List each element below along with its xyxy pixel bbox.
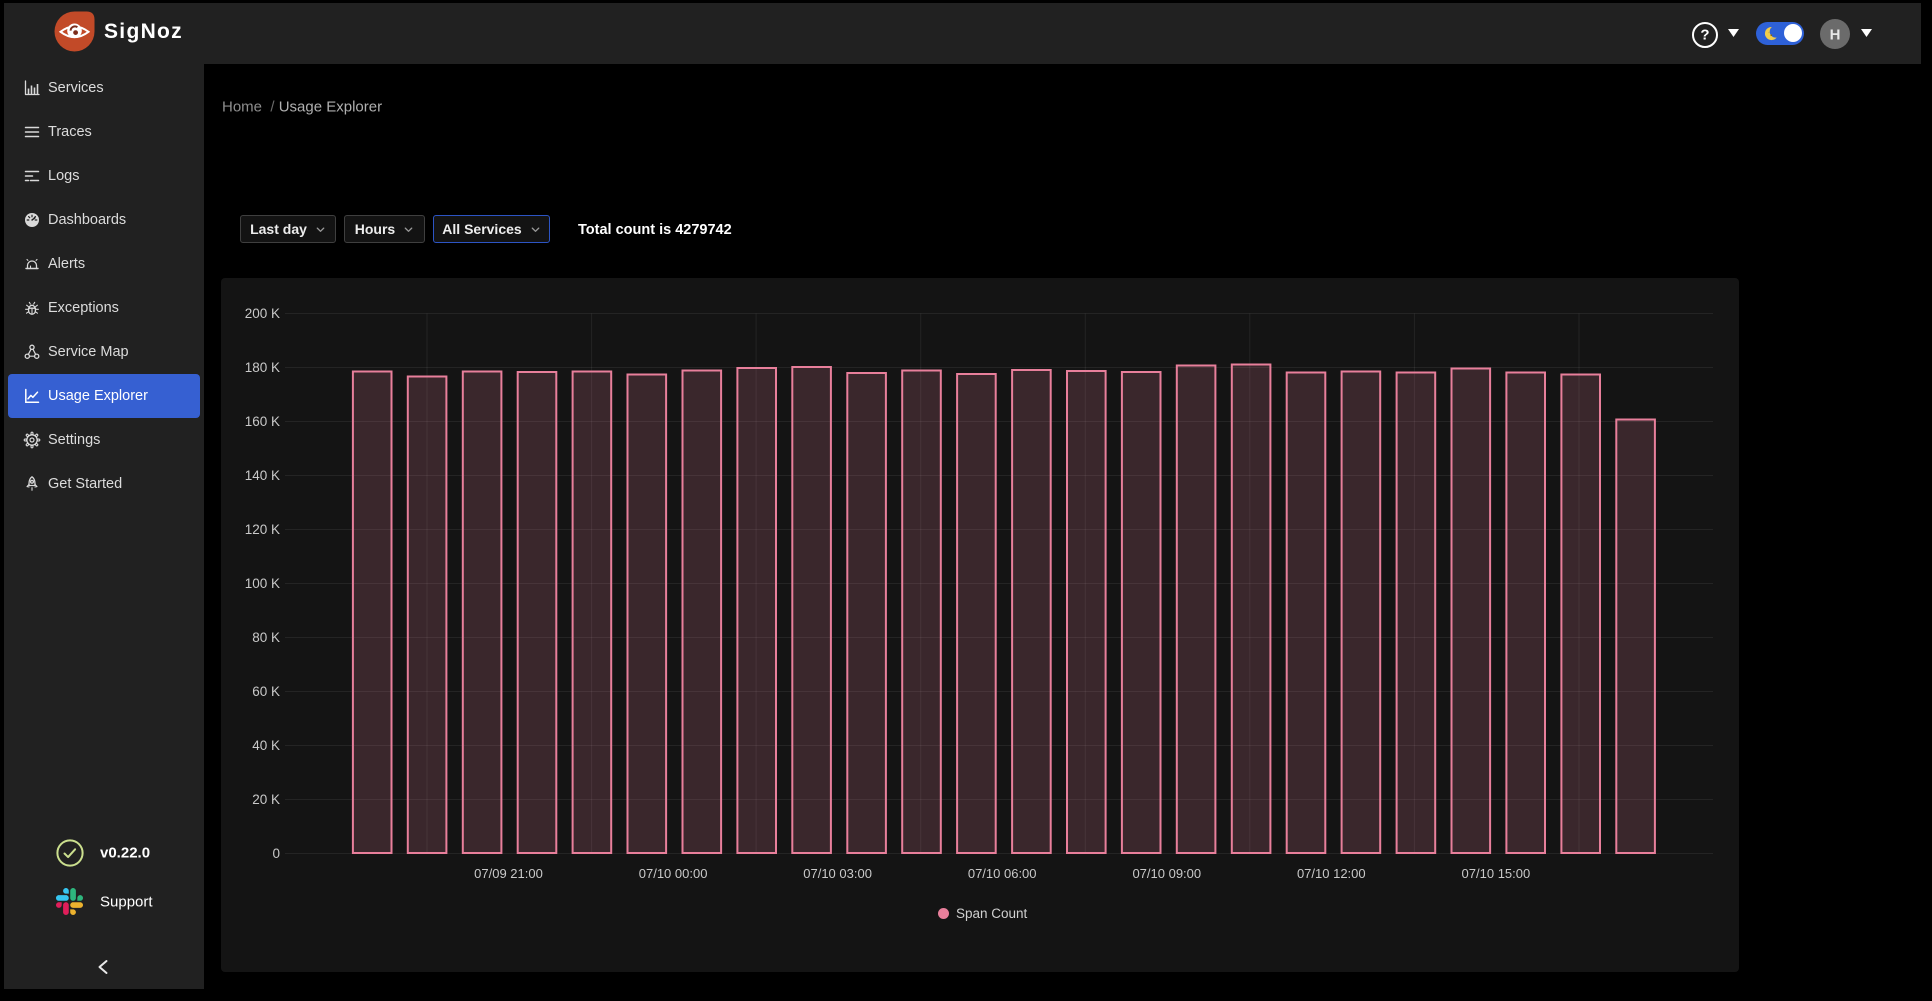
svg-text:Span Count: Span Count xyxy=(956,906,1028,921)
svg-text:80 K: 80 K xyxy=(252,630,280,645)
svg-text:200 K: 200 K xyxy=(245,306,280,321)
svg-text:20 K: 20 K xyxy=(252,792,280,807)
svg-text:140 K: 140 K xyxy=(245,468,280,483)
svg-text:07/10 12:00: 07/10 12:00 xyxy=(1297,866,1366,881)
svg-text:120 K: 120 K xyxy=(245,522,280,537)
svg-text:07/09 21:00: 07/09 21:00 xyxy=(474,866,543,881)
svg-text:07/10 09:00: 07/10 09:00 xyxy=(1132,866,1201,881)
svg-text:0: 0 xyxy=(272,846,280,861)
svg-text:07/10 03:00: 07/10 03:00 xyxy=(803,866,872,881)
svg-text:180 K: 180 K xyxy=(245,360,280,375)
svg-text:40 K: 40 K xyxy=(252,738,280,753)
svg-text:07/10 00:00: 07/10 00:00 xyxy=(639,866,708,881)
svg-text:60 K: 60 K xyxy=(252,684,280,699)
svg-text:100 K: 100 K xyxy=(245,576,280,591)
svg-text:07/10 06:00: 07/10 06:00 xyxy=(968,866,1037,881)
svg-text:07/10 15:00: 07/10 15:00 xyxy=(1462,866,1531,881)
svg-text:160 K: 160 K xyxy=(245,414,280,429)
